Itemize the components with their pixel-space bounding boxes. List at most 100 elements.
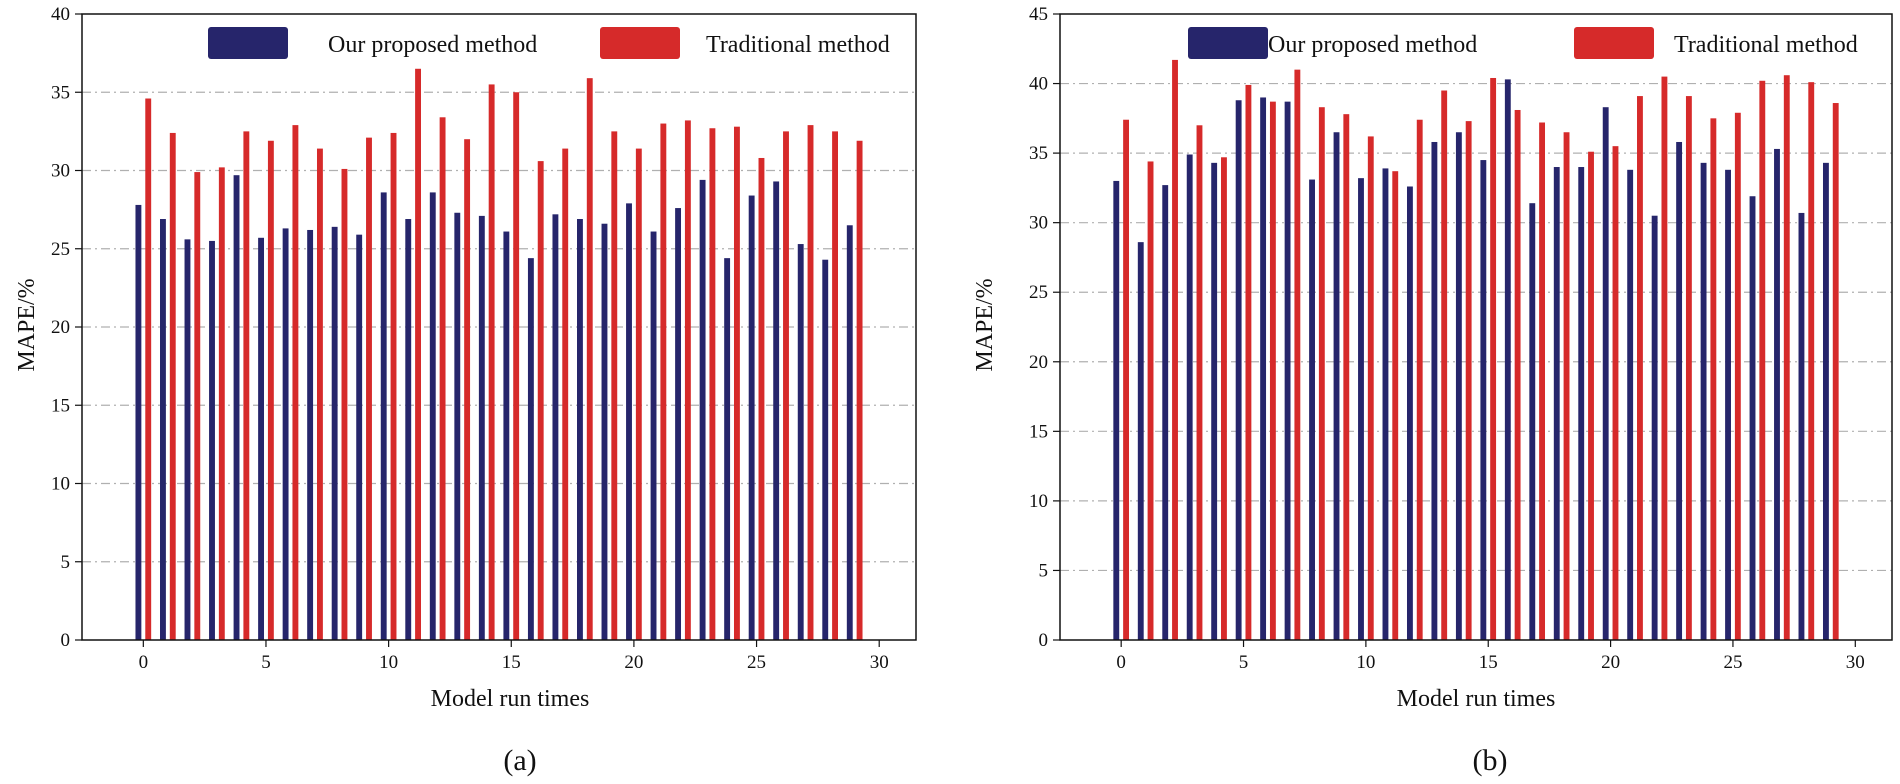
bar-proposed xyxy=(307,229,314,640)
bar-proposed xyxy=(675,208,682,640)
bar-proposed xyxy=(577,219,583,640)
bar-proposed xyxy=(1309,179,1315,640)
bar-traditional xyxy=(1832,103,1839,640)
legend-swatch-traditional xyxy=(600,27,680,59)
bar-proposed xyxy=(282,228,289,640)
bar-traditional xyxy=(267,140,274,640)
bar-traditional xyxy=(390,132,397,640)
bar-proposed xyxy=(699,179,706,640)
legend-label-traditional: Traditional method xyxy=(1674,32,1858,58)
bar-proposed xyxy=(356,234,363,641)
bar-proposed xyxy=(233,175,240,640)
x-tick-label: 20 xyxy=(1601,652,1620,673)
bar-proposed xyxy=(478,215,485,640)
bar-proposed xyxy=(1455,132,1462,640)
bar-proposed xyxy=(429,192,436,640)
bar-proposed xyxy=(1529,203,1536,641)
y-tick-label: 45 xyxy=(1029,4,1048,25)
x-tick-label: 5 xyxy=(261,652,271,673)
bar-proposed xyxy=(1676,141,1683,640)
bar-traditional xyxy=(1759,80,1766,641)
bar-proposed xyxy=(773,181,780,640)
y-tick-label: 35 xyxy=(51,82,70,103)
bar-proposed xyxy=(1431,141,1438,640)
bar-traditional xyxy=(464,139,471,640)
y-tick-label: 30 xyxy=(1029,213,1048,234)
x-tick-label: 0 xyxy=(139,652,149,673)
legend-label-proposed: Our proposed method xyxy=(1268,32,1477,58)
bar-traditional xyxy=(1318,107,1325,640)
bar-traditional xyxy=(1392,171,1399,640)
bar-proposed xyxy=(626,203,632,641)
bar-proposed xyxy=(1504,79,1511,641)
x-tick-label: 15 xyxy=(1479,652,1498,673)
bar-proposed xyxy=(1406,186,1413,640)
bar-proposed xyxy=(380,192,387,640)
bar-traditional xyxy=(684,120,691,641)
bar-traditional xyxy=(1172,59,1178,640)
grid-lines xyxy=(82,91,916,563)
y-tick-label: 5 xyxy=(61,552,71,573)
bar-traditional xyxy=(1221,157,1227,641)
bar-proposed xyxy=(1358,178,1364,640)
legend-swatch-proposed xyxy=(1188,27,1268,59)
bar-proposed xyxy=(405,219,412,640)
bar-proposed xyxy=(1186,154,1193,640)
bar-traditional xyxy=(1588,151,1594,640)
bar-proposed xyxy=(1333,132,1340,640)
bar-traditional xyxy=(562,148,569,640)
grid-lines xyxy=(1060,82,1892,572)
bar-traditional xyxy=(292,125,299,641)
bar-traditional xyxy=(1147,161,1154,641)
chart-panel-a: 0 5 10 15 20 25 30 35 40 0 5 10 15 20 25 30 Model run t… xyxy=(14,4,917,777)
bar-traditional xyxy=(439,117,446,641)
bar-proposed xyxy=(1113,180,1120,640)
bar-traditional xyxy=(783,131,789,640)
x-tick-label: 30 xyxy=(1846,652,1865,673)
bar-proposed xyxy=(724,258,731,640)
bar-proposed xyxy=(331,226,338,640)
y-axis-label: MAPE/% xyxy=(14,278,40,371)
bar-traditional xyxy=(807,125,814,641)
bar-traditional xyxy=(1661,76,1668,641)
bar-proposed xyxy=(748,195,755,641)
bar-traditional xyxy=(1465,121,1472,641)
x-tick-label: 30 xyxy=(870,652,889,673)
x-axis-label: Model run times xyxy=(1397,686,1556,712)
bar-traditional xyxy=(832,131,838,640)
bar-proposed xyxy=(1651,215,1658,640)
y-tick-label: 0 xyxy=(1039,630,1049,651)
bar-traditional xyxy=(316,148,323,640)
bar-traditional xyxy=(1685,96,1692,640)
bar-traditional xyxy=(488,84,495,641)
bar-traditional xyxy=(218,167,225,640)
x-tick-label: 20 xyxy=(624,652,643,673)
bar-proposed xyxy=(650,231,657,640)
y-tick-label: 25 xyxy=(1029,282,1048,303)
bar-traditional xyxy=(169,132,176,640)
bar-traditional xyxy=(1563,132,1570,640)
bar-traditional xyxy=(341,168,348,640)
bar-traditional xyxy=(513,92,520,640)
bar-proposed xyxy=(1137,242,1144,641)
y-tick-label: 0 xyxy=(61,630,71,651)
bar-traditional xyxy=(1245,84,1252,641)
bar-traditional xyxy=(145,98,152,640)
bar-traditional xyxy=(856,140,863,640)
bar-proposed xyxy=(160,219,166,640)
bar-traditional xyxy=(1269,101,1276,640)
legend: Our proposed method Traditional method xyxy=(1188,27,1858,59)
chart-panel-b: 0 5 10 15 20 25 30 35 40 45 0 5 10 15 20 25 30 Model run… xyxy=(972,4,1893,777)
bar-proposed xyxy=(1798,212,1805,640)
y-tick-label: 20 xyxy=(1029,352,1048,373)
bar-proposed xyxy=(209,240,215,641)
bar-proposed xyxy=(1774,148,1780,640)
bar-proposed xyxy=(1260,97,1267,640)
bar-proposed xyxy=(1627,169,1634,640)
bar-traditional xyxy=(415,68,421,640)
bar-traditional xyxy=(733,126,740,641)
y-tick-label: 5 xyxy=(1039,560,1049,581)
y-tick-label: 35 xyxy=(1029,143,1048,164)
bar-traditional xyxy=(758,157,765,641)
axes: 0 5 10 15 20 25 30 35 40 45 0 5 10 15 20 25 30 xyxy=(1029,4,1893,673)
